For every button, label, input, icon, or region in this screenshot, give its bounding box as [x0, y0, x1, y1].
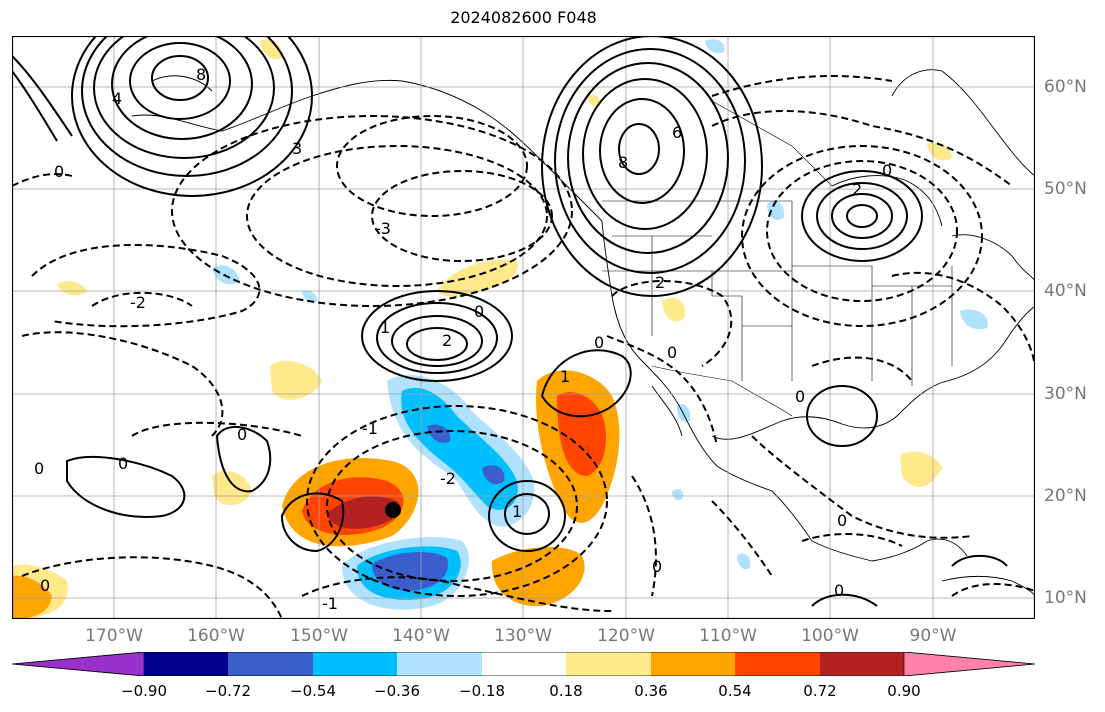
contour-label: 0: [474, 302, 484, 321]
colorbar-tick-label: −0.18: [459, 682, 505, 700]
contour-label: 0: [40, 576, 50, 595]
negative-contours: [12, 75, 1035, 619]
contour-label: -2: [440, 469, 456, 488]
contour-label: 0: [118, 454, 128, 473]
contour-label: 1: [512, 502, 522, 521]
contour-label: 3: [292, 139, 302, 158]
contour-label: -1: [362, 419, 378, 438]
negative-anomaly-area: [767, 200, 785, 221]
positive-anomaly-area: [491, 546, 585, 607]
positive-anomaly-area: [557, 392, 607, 476]
negative-anomaly-area: [672, 489, 684, 501]
contour-label: 0: [237, 425, 247, 444]
lat-label: 40°N: [1044, 281, 1087, 301]
contour-label: 0: [54, 162, 64, 181]
lon-label: 120°W: [597, 626, 655, 646]
positive-anomaly-area: [12, 575, 52, 619]
contour-label: 4: [112, 89, 122, 108]
colorbar-segment: [228, 652, 313, 676]
positive-anomaly-area: [212, 471, 252, 506]
negative-anomaly-area: [372, 552, 448, 591]
colorbar-segment: [820, 652, 904, 676]
contour-label: 8: [618, 153, 628, 172]
lat-label: 30°N: [1044, 384, 1087, 404]
negative-anomaly-area: [960, 309, 988, 330]
positive-anomaly-area: [327, 496, 401, 529]
colorbar-tick-label: 0.90: [887, 682, 921, 700]
colorbar-tick-label: 0.54: [718, 682, 752, 700]
contour-label: -3: [375, 219, 391, 238]
colorbar-segment: [12, 652, 145, 676]
colorbar-segment: [482, 652, 566, 676]
contour-label: 0: [837, 511, 847, 530]
colorbar-tick-label: −0.36: [374, 682, 420, 700]
contour-label: 2: [655, 273, 665, 292]
negative-anomaly-area: [302, 290, 318, 303]
negative-anomaly-area: [427, 424, 451, 443]
positive-contours: [12, 36, 1008, 607]
shading-layer: [12, 39, 988, 619]
positive-anomaly-area: [57, 281, 87, 296]
colorbar-tick-label: 0.72: [803, 682, 837, 700]
colorbar-tick-label: −0.72: [205, 682, 251, 700]
contour-label: 0: [834, 581, 844, 600]
contour-label: 0: [882, 161, 892, 180]
negative-anomaly-area: [212, 265, 240, 285]
colorbar-segment: [651, 652, 735, 676]
colorbar-segment: [144, 652, 228, 676]
plot-title: 2024082600 F048: [450, 8, 597, 27]
lon-label: 130°W: [494, 626, 552, 646]
colorbar-segment: [903, 652, 1035, 676]
lat-label: 60°N: [1044, 77, 1087, 97]
colorbar-segment: [313, 652, 397, 676]
contour-label: 2: [852, 180, 862, 199]
positive-anomaly-area: [260, 39, 283, 60]
positive-anomaly-area: [587, 94, 601, 107]
colorbar-segment: [566, 652, 651, 676]
contour-label: 2: [442, 331, 452, 350]
positive-anomaly-area: [662, 297, 686, 322]
contour-label: 1: [560, 367, 570, 386]
contour-label: 0: [34, 459, 44, 478]
colorbar-tick-label: −0.90: [121, 682, 167, 700]
positive-anomaly-area: [437, 259, 518, 297]
colorbar: [12, 652, 1035, 676]
contour-label: 0: [594, 333, 604, 352]
contour-label: -2: [130, 293, 146, 312]
contour-label: 1: [380, 318, 390, 337]
lat-label: 20°N: [1044, 486, 1087, 506]
map-panel: -3 -2 -2 -1 -1 0 0 0 0 0 0 0 0 0 0 0 0 0…: [12, 36, 1035, 619]
contour-label: 6: [672, 123, 682, 142]
negative-anomaly-area: [737, 553, 751, 570]
contour-label: 0: [667, 343, 677, 362]
political-borders: [602, 100, 953, 417]
contour-label: 0: [795, 387, 805, 406]
negative-anomaly-area: [482, 465, 505, 485]
lon-label: 100°W: [801, 626, 859, 646]
lat-label: 10°N: [1044, 588, 1087, 608]
lon-label: 170°W: [85, 626, 143, 646]
colorbar-tick-label: −0.54: [290, 682, 336, 700]
lat-label: 50°N: [1044, 179, 1087, 199]
lon-label: 160°W: [187, 626, 245, 646]
lon-label: 150°W: [290, 626, 348, 646]
contour-label: 0: [652, 557, 662, 576]
positive-anomaly-area: [900, 451, 942, 488]
lon-label: 90°W: [909, 626, 957, 646]
colorbar-tick-label: 0.18: [549, 682, 583, 700]
contour-label: -1: [322, 594, 338, 613]
colorbar-segment: [735, 652, 820, 676]
positive-anomaly-area: [270, 361, 322, 400]
storm-center-dot: [385, 502, 401, 518]
colorbar-segment: [397, 652, 482, 676]
negative-anomaly-area: [705, 39, 725, 54]
lon-label: 140°W: [392, 626, 450, 646]
contour-label: 8: [196, 65, 206, 84]
gridlines: [12, 36, 1035, 619]
lon-label: 110°W: [699, 626, 757, 646]
contour-labels: -3 -2 -2 -1 -1 0 0 0 0 0 0 0 0 0 0 0 0 0…: [34, 65, 892, 613]
colorbar-tick-label: 0.36: [634, 682, 668, 700]
